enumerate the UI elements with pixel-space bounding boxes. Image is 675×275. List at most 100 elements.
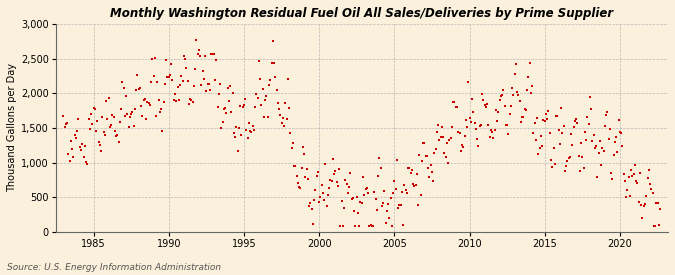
Point bbox=[475, 123, 486, 127]
Point bbox=[348, 196, 358, 200]
Point bbox=[288, 141, 298, 145]
Point bbox=[602, 110, 613, 114]
Point bbox=[264, 83, 275, 87]
Point bbox=[589, 146, 600, 150]
Point bbox=[134, 86, 145, 90]
Point bbox=[197, 69, 208, 73]
Point bbox=[518, 115, 529, 119]
Point bbox=[265, 78, 275, 82]
Point bbox=[273, 106, 284, 111]
Point bbox=[386, 224, 397, 229]
Point bbox=[481, 105, 491, 109]
Point bbox=[99, 133, 110, 137]
Point bbox=[74, 145, 85, 149]
Point bbox=[384, 216, 395, 221]
Point bbox=[80, 160, 91, 164]
Point bbox=[65, 139, 76, 144]
Point bbox=[542, 117, 553, 121]
Point bbox=[459, 134, 470, 139]
Point bbox=[313, 170, 323, 174]
Point bbox=[200, 53, 211, 58]
Point bbox=[383, 202, 394, 207]
Point bbox=[543, 108, 554, 113]
Point bbox=[418, 141, 429, 145]
Point bbox=[570, 116, 581, 121]
Point bbox=[326, 179, 337, 183]
Point bbox=[465, 120, 476, 124]
Point bbox=[517, 115, 528, 119]
Point bbox=[588, 133, 599, 137]
Point bbox=[202, 82, 213, 87]
Point bbox=[212, 105, 223, 109]
Point bbox=[351, 195, 362, 199]
Point bbox=[592, 174, 603, 179]
Point bbox=[359, 192, 370, 197]
Point bbox=[308, 198, 319, 202]
Point bbox=[210, 78, 221, 82]
Point bbox=[106, 123, 117, 127]
Point bbox=[549, 162, 560, 167]
Point bbox=[177, 79, 188, 84]
Point bbox=[320, 162, 331, 166]
Point bbox=[147, 57, 158, 62]
Point bbox=[68, 155, 79, 160]
Point bbox=[653, 223, 664, 227]
Point bbox=[115, 106, 126, 111]
Point bbox=[580, 138, 591, 142]
Point bbox=[593, 151, 604, 155]
Point bbox=[645, 182, 655, 187]
Point bbox=[601, 113, 612, 118]
Point bbox=[213, 92, 224, 97]
Point bbox=[607, 177, 618, 181]
Point bbox=[161, 57, 171, 62]
Point bbox=[364, 224, 375, 229]
Point bbox=[548, 146, 559, 150]
Point bbox=[87, 122, 98, 126]
Point bbox=[344, 185, 354, 189]
Point bbox=[535, 134, 546, 138]
Point bbox=[409, 184, 420, 188]
Point bbox=[453, 130, 464, 134]
Point bbox=[377, 201, 388, 205]
Point bbox=[381, 209, 392, 213]
Point bbox=[230, 134, 240, 139]
Point bbox=[93, 140, 104, 144]
Point bbox=[396, 189, 407, 194]
Point bbox=[419, 141, 430, 145]
Point bbox=[302, 176, 313, 181]
Point bbox=[508, 92, 519, 97]
Point bbox=[655, 207, 666, 211]
Point bbox=[176, 73, 187, 78]
Point bbox=[507, 86, 518, 90]
Point bbox=[136, 103, 146, 108]
Point bbox=[538, 118, 549, 122]
Point bbox=[58, 114, 69, 118]
Point bbox=[222, 86, 233, 90]
Point bbox=[122, 112, 133, 116]
Point bbox=[59, 125, 70, 129]
Point bbox=[439, 151, 450, 155]
Point bbox=[71, 136, 82, 140]
Point bbox=[155, 109, 165, 114]
Point bbox=[352, 211, 363, 215]
Point bbox=[105, 124, 115, 129]
Point bbox=[241, 127, 252, 132]
Point bbox=[103, 95, 114, 100]
Point bbox=[519, 106, 530, 111]
Point bbox=[421, 154, 432, 158]
Point bbox=[627, 174, 638, 178]
Point bbox=[78, 155, 89, 159]
Point bbox=[437, 125, 448, 129]
Point bbox=[452, 105, 462, 109]
Point bbox=[469, 121, 480, 125]
Point bbox=[117, 80, 128, 84]
Point bbox=[637, 216, 648, 221]
Point bbox=[524, 60, 535, 65]
Point bbox=[441, 141, 452, 146]
Point bbox=[128, 124, 139, 128]
Point bbox=[252, 95, 263, 100]
Point bbox=[231, 125, 242, 129]
Point bbox=[595, 138, 605, 143]
Point bbox=[425, 163, 436, 167]
Point bbox=[612, 150, 623, 154]
